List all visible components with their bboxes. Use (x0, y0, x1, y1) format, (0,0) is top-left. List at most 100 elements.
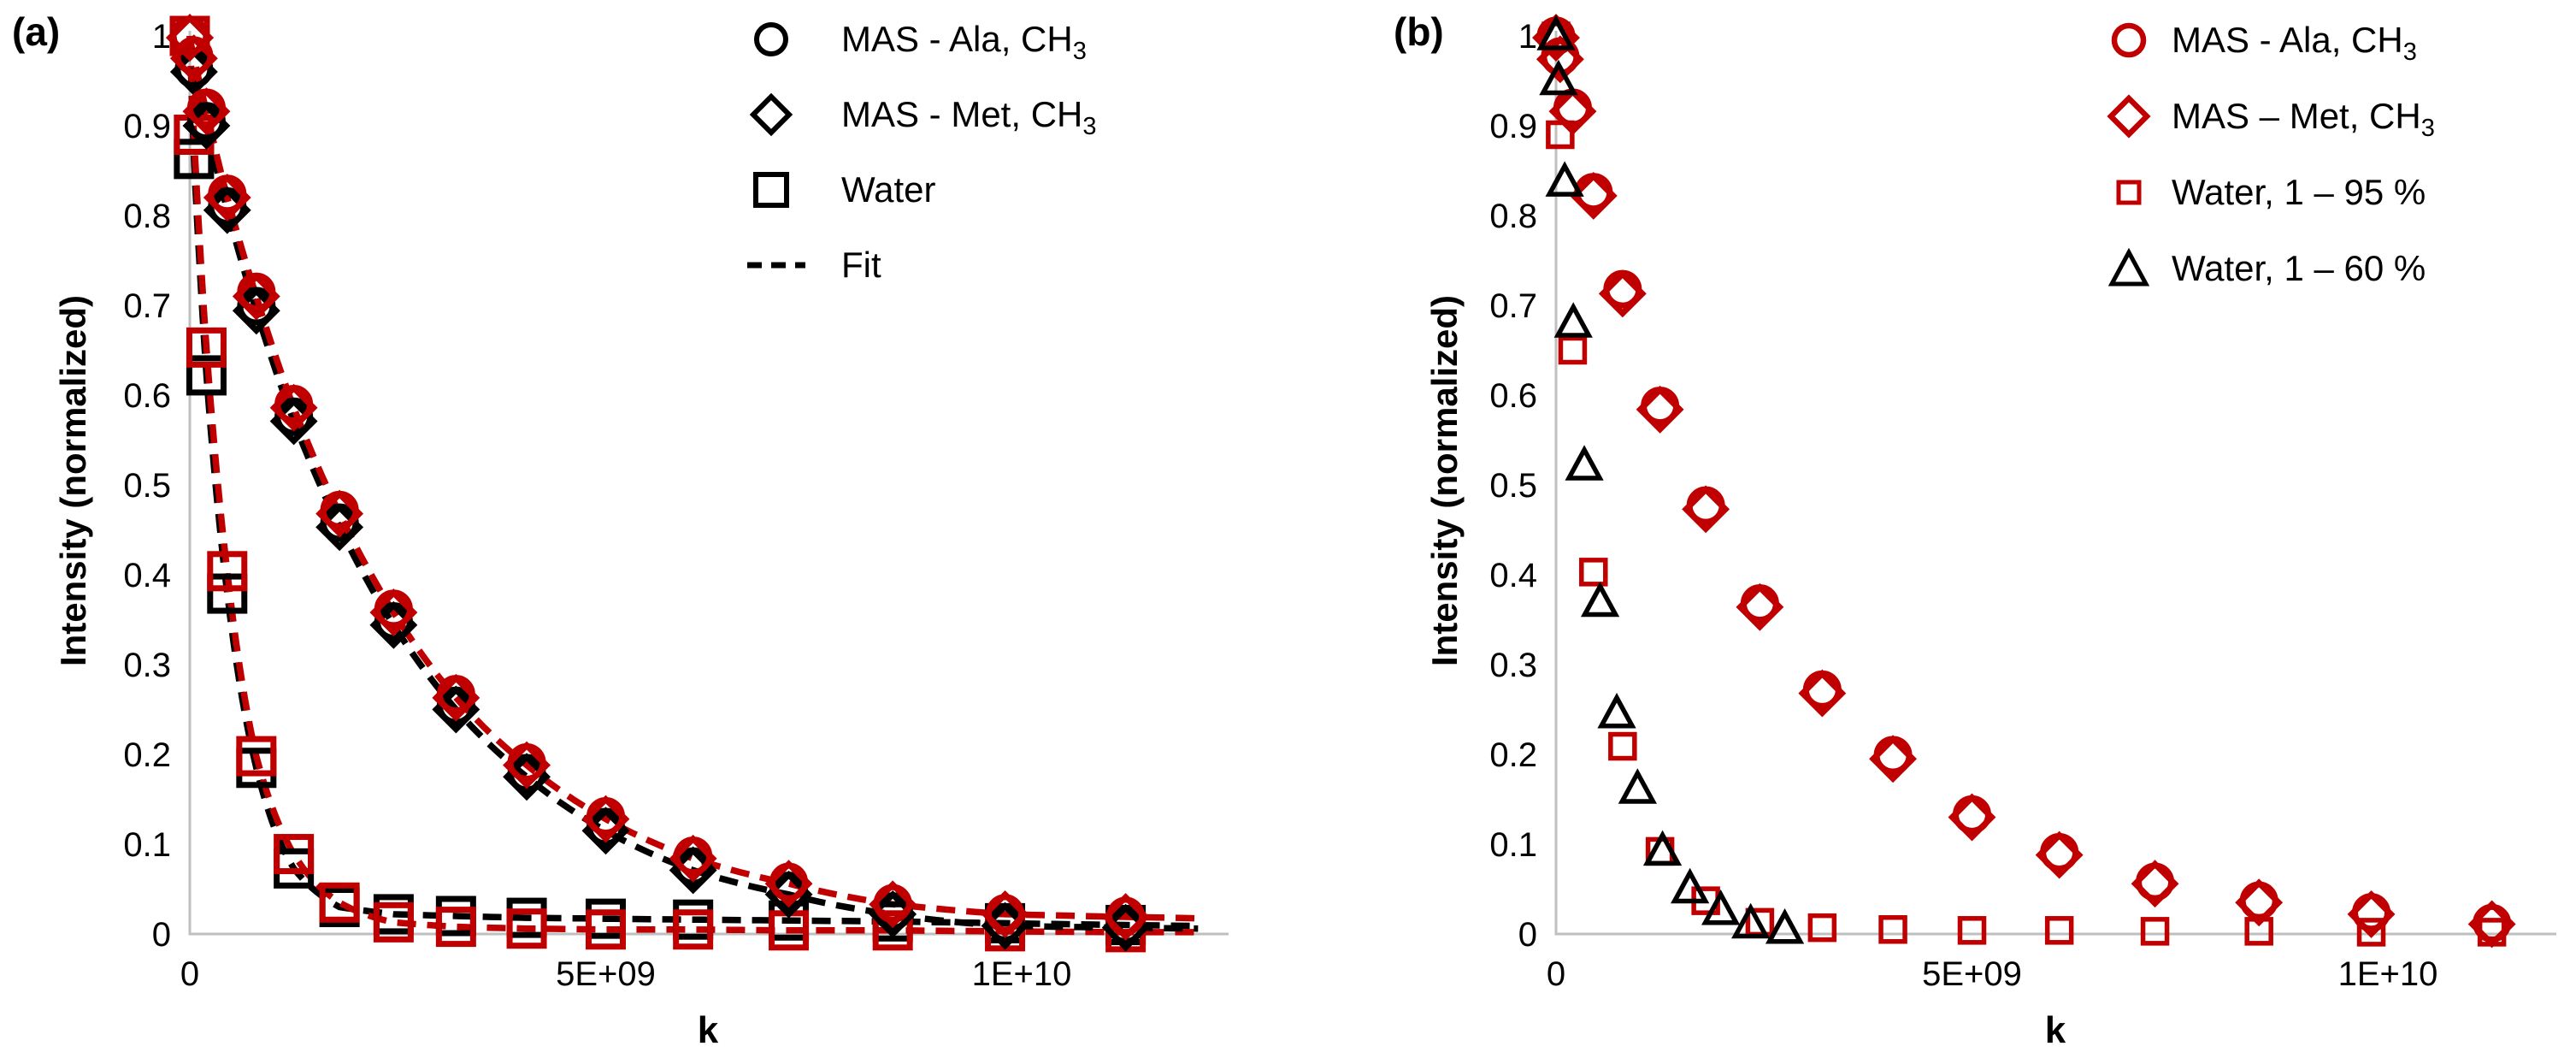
series-mas-met-ch3-red (1532, 14, 2516, 949)
data-point-triangle (1642, 830, 1683, 866)
legend-item-mas-ala: MAS - Ala, CH3 (2105, 2, 2435, 78)
legend-panel-b: MAS - Ala, CH3 MAS – Met, CH3 Water, 1 –… (2105, 2, 2435, 306)
data-point-diamond (1101, 893, 1150, 941)
legend-label: MAS - Met, CH3 (841, 94, 1097, 140)
y-tick-label: 0.1 (1489, 826, 1537, 864)
dashed-line-icon (747, 262, 805, 269)
data-point-diamond (1598, 269, 1647, 318)
series-water-1-95-red (1541, 21, 2507, 947)
data-point-diamond (503, 741, 551, 789)
x-tick-label: 0 (1547, 955, 1565, 993)
data-point-diamond (182, 87, 231, 136)
data-point-square (586, 909, 626, 950)
data-point-diamond (581, 795, 630, 843)
legend-label: Fit (841, 245, 881, 285)
legend-label: Water, 1 – 95 % (2172, 171, 2426, 212)
y-tick-label: 0.3 (1489, 647, 1537, 684)
legend-label: Water, 1 – 60 % (2172, 247, 2426, 288)
data-point-square (186, 355, 227, 396)
legend-label: MAS – Met, CH3 (2172, 95, 2435, 142)
data-point-small-square (1807, 913, 1837, 943)
legend-label: Water (841, 169, 936, 210)
y-tick-label: 0.2 (1489, 736, 1537, 774)
panel-b-label: (b) (1394, 9, 1444, 54)
data-point-triangle (1671, 867, 1710, 904)
data-point-diamond (203, 174, 251, 222)
legend-label: MAS - Ala, CH3 (841, 19, 1087, 65)
y-tick-label: 0.5 (1489, 467, 1537, 505)
data-point-diamond (1548, 87, 1597, 136)
data-point-square (274, 834, 315, 875)
series-water-1-60-black (1536, 15, 1805, 944)
data-point-diamond (1569, 171, 1618, 220)
panel-a-y-axis-title: Intensity (normalized) (53, 294, 93, 667)
y-tick-label: 0.1 (123, 826, 171, 864)
legend-item-fit: Fit (747, 228, 1097, 303)
y-tick-label: 0.9 (123, 108, 171, 145)
legend-item-water: Water (747, 152, 1097, 228)
data-point-small-square (1558, 335, 1588, 365)
y-tick-label: 0.4 (123, 557, 171, 594)
small-square-marker-icon (2116, 180, 2142, 204)
data-point-triangle (1731, 902, 1771, 939)
data-point-diamond (2235, 878, 2284, 927)
data-point-diamond (1948, 793, 1996, 842)
y-tick-label: 1 (1518, 18, 1537, 56)
y-tick-label: 0.7 (1489, 287, 1537, 325)
square-marker-icon (753, 172, 789, 208)
fit-line (186, 35, 1199, 936)
data-point-diamond (2467, 900, 2516, 949)
diamond-marker-icon (2107, 93, 2151, 139)
data-point-square (207, 573, 248, 614)
fit-line (186, 37, 1199, 922)
data-point-square (186, 327, 227, 368)
data-point-diamond (764, 860, 813, 908)
x-tick-label: 1E+10 (2338, 955, 2438, 993)
y-tick-label: 0.9 (1489, 108, 1537, 145)
data-point-diamond (232, 272, 280, 321)
data-point-diamond (169, 34, 218, 83)
data-point-diamond (1536, 35, 1584, 84)
y-tick-label: 1 (152, 18, 171, 56)
data-point-square (174, 139, 215, 180)
data-point-square (673, 909, 714, 950)
data-point-diamond (369, 588, 418, 637)
y-tick-label: 0.6 (123, 377, 171, 415)
legend-label: MAS - Ala, CH3 (2172, 19, 2417, 66)
data-point-square (435, 907, 476, 948)
data-point-small-square (1608, 731, 1637, 761)
y-tick-label: 0.4 (1489, 557, 1537, 594)
legend-item-mas-ala: MAS - Ala, CH3 (747, 2, 1097, 77)
x-tick-label: 5E+09 (556, 955, 656, 993)
y-tick-label: 0.3 (123, 647, 171, 684)
data-point-diamond (1532, 14, 1580, 62)
data-point-diamond (166, 14, 214, 62)
data-point-diamond (269, 383, 318, 432)
data-point-triangle (1580, 581, 1620, 618)
data-point-small-square (2044, 916, 2074, 945)
data-point-diamond (1636, 385, 1684, 434)
data-point-square (236, 736, 277, 777)
data-point-square (373, 901, 414, 943)
data-point-diamond (2347, 890, 2396, 938)
data-point-diamond (1682, 485, 1730, 534)
panel-b-x-axis-title: k (2044, 1009, 2066, 1051)
y-tick-label: 0.8 (1489, 198, 1537, 235)
legend-item-mas-met: MAS - Met, CH3 (747, 77, 1097, 152)
diamond-marker-icon (749, 92, 793, 137)
legend-item-water-95: Water, 1 – 95 % (2105, 154, 2435, 230)
panel-b-y-axis-title: Intensity (normalized) (1424, 294, 1465, 667)
circle-marker-icon (2111, 22, 2147, 57)
legend-panel-a: MAS - Ala, CH3 MAS - Met, CH3 Water Fit (747, 2, 1097, 303)
data-point-diamond (869, 880, 917, 929)
fit-line (186, 37, 1199, 932)
data-point-triangle (1539, 59, 1578, 96)
x-tick-label: 0 (180, 955, 199, 993)
data-point-small-square (1957, 916, 1987, 945)
data-point-diamond (1798, 669, 1847, 718)
panel-a-plot-area: 0 0.1 0.2 0.3 0.4 0.5 0.6 0.7 0.8 0.9 1 0 5E+09 1E+10 (123, 14, 1229, 993)
x-tick-label: 5E+09 (1922, 955, 2022, 993)
data-point-triangle (1536, 15, 1576, 50)
